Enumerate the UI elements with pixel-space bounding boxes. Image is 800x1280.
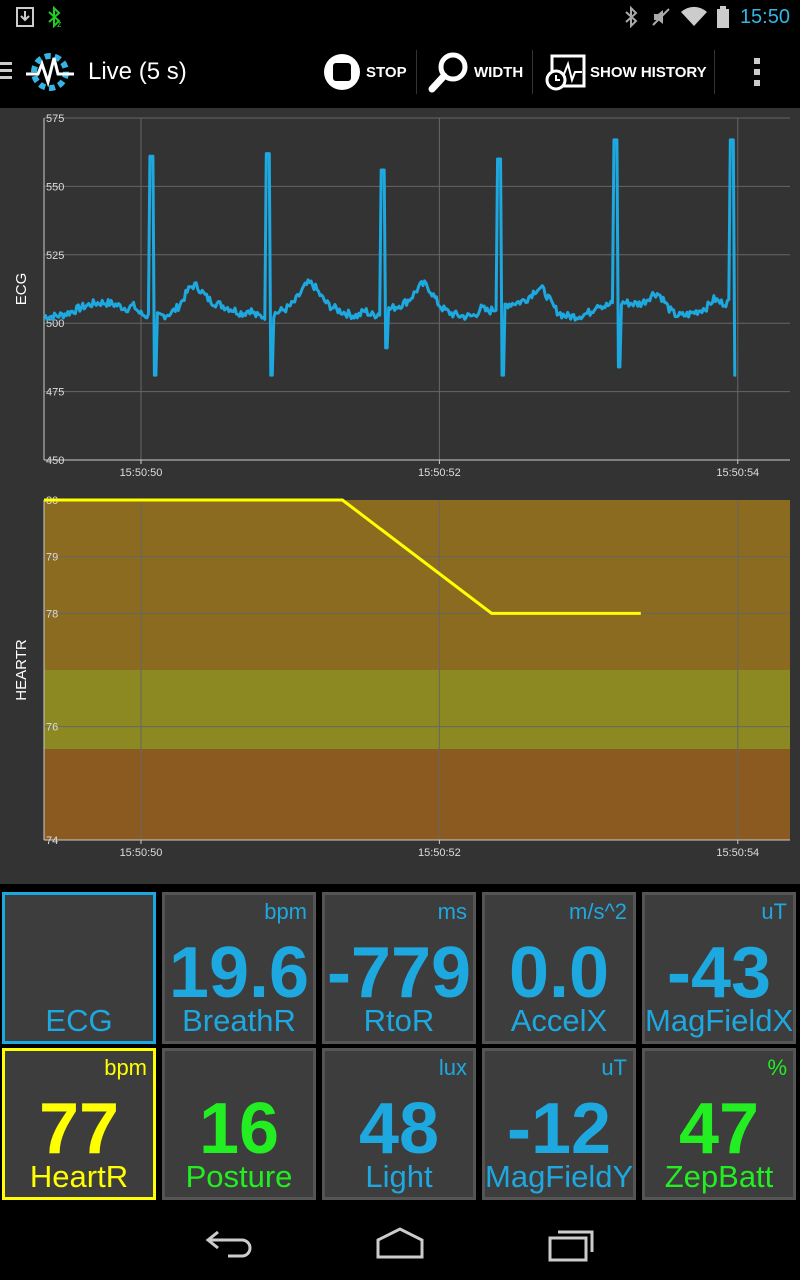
y-tick-label: 76 [46, 722, 58, 734]
heartr-trace [44, 498, 641, 615]
tile-label: MagFieldX [645, 1003, 793, 1038]
tile-label: AccelX [510, 1003, 608, 1038]
home-icon[interactable] [374, 1226, 426, 1260]
y-axis-title: ECG [13, 273, 30, 306]
history-icon [545, 54, 586, 91]
range-band [44, 749, 790, 840]
battery-icon [717, 6, 729, 28]
tile-zepbatt[interactable]: % 47 ZepBatt [642, 1048, 796, 1200]
y-tick-label: 500 [46, 318, 64, 330]
x-tick-label: 15:50:52 [418, 467, 461, 479]
tile-label: MagFieldY [485, 1159, 633, 1194]
overflow-menu-icon[interactable] [750, 56, 764, 88]
width-button[interactable]: WIDTH [428, 46, 523, 98]
tile-label: Posture [185, 1159, 293, 1194]
ecg-trace [43, 138, 737, 377]
page-title: Live (5 s) [88, 58, 187, 85]
y-axis-title: HEARTR [13, 639, 30, 701]
divider [532, 50, 533, 94]
y-tick-label: 575 [46, 113, 64, 125]
x-tick-label: 15:50:54 [716, 467, 759, 479]
y-tick-label: 475 [46, 387, 64, 399]
svg-text:z: z [57, 19, 62, 28]
tile-unit: lux [438, 1055, 467, 1080]
tile-label: ECG [45, 1003, 113, 1038]
tile-value: 48 [358, 1089, 440, 1169]
mute-icon [652, 8, 670, 26]
back-icon[interactable] [204, 1228, 254, 1258]
tile-magfieldy[interactable]: uT -12 MagFieldY [482, 1048, 636, 1200]
y-tick-label: 74 [46, 835, 58, 847]
stop-label: STOP [366, 63, 407, 81]
ecg-chart: 575 550 525 500 475 450 15:50:50 15:50:52 15:50:… [13, 113, 790, 479]
tile-value: 19.6 [168, 933, 310, 1013]
tile-light[interactable]: lux 48 Light [322, 1048, 476, 1200]
tile-label: ZepBatt [664, 1159, 774, 1194]
tile-unit: m/s^2 [569, 899, 627, 924]
y-tick-label: 79 [46, 552, 58, 564]
tile-rtor[interactable]: ms -779 RtoR [322, 892, 476, 1044]
show-history-label: SHOW HISTORY [590, 63, 707, 81]
stop-button[interactable]: STOP [322, 46, 407, 98]
tile-unit: uT [761, 899, 787, 924]
tile-value: -779 [326, 933, 472, 1013]
tile-posture[interactable]: 16 Posture [162, 1048, 316, 1200]
clock: 15:50 [739, 6, 790, 28]
charts-svg: 575 550 525 500 475 450 15:50:50 15:50:52 15:50:… [13, 113, 790, 859]
bluetooth-icon [625, 6, 638, 28]
tile-value: -12 [506, 1089, 612, 1169]
charts-panel: 575 550 525 500 475 450 15:50:50 15:50:52 15:50:… [0, 108, 800, 884]
tile-heartr[interactable]: bpm 77 HeartR [2, 1048, 156, 1200]
tile-value: -43 [666, 933, 772, 1013]
tile-value: 16 [198, 1089, 280, 1169]
x-tick-label: 15:50:50 [120, 467, 163, 479]
tile-label: RtoR [363, 1003, 435, 1038]
y-tick-label: 450 [46, 455, 64, 467]
tile-unit: bpm [104, 1055, 147, 1080]
x-tick-label: 15:50:52 [418, 847, 461, 859]
wifi-icon [681, 6, 707, 26]
recents-icon[interactable] [546, 1226, 598, 1262]
divider [714, 50, 715, 94]
navigation-bar [0, 1208, 800, 1280]
tile-ecg[interactable]: ECG [2, 892, 156, 1044]
sensor-tiles: ECG bpm 19.6 BreathR ms -779 RtoR m/s^2 0.0 Accel… [0, 884, 800, 1208]
y-tick-label: 550 [46, 181, 64, 193]
tile-unit: uT [601, 1055, 627, 1080]
range-band [44, 500, 790, 670]
tile-unit: % [767, 1055, 787, 1080]
tile-value: 47 [678, 1089, 760, 1169]
bluetooth-zephyr-icon: z [48, 6, 62, 28]
divider [416, 50, 417, 94]
show-history-button[interactable]: SHOW HISTORY [544, 46, 707, 98]
tile-unit: bpm [264, 899, 307, 924]
tile-unit: ms [437, 899, 467, 924]
y-tick-label: 525 [46, 250, 64, 262]
menu-indicator-icon[interactable] [0, 60, 14, 82]
tile-label: Light [365, 1159, 433, 1194]
width-label: WIDTH [474, 63, 524, 81]
tile-breathr[interactable]: bpm 19.6 BreathR [162, 892, 316, 1044]
magnifier-icon [428, 52, 468, 93]
range-band [44, 670, 790, 750]
tile-value: 77 [38, 1089, 120, 1169]
stop-icon [324, 54, 360, 90]
app-logo-icon[interactable] [24, 48, 76, 96]
tile-label: HeartR [29, 1159, 129, 1194]
tile-label: BreathR [182, 1003, 296, 1038]
x-tick-label: 15:50:50 [120, 847, 163, 859]
tile-magfieldx[interactable]: uT -43 MagFieldX [642, 892, 796, 1044]
tile-value: 0.0 [508, 933, 610, 1013]
x-tick-label: 15:50:54 [716, 847, 759, 859]
y-tick-label: 78 [46, 608, 58, 620]
status-bar: z 15:50 [0, 0, 800, 36]
action-bar: Live (5 s) STOP WIDTH SHOW HISTORY [0, 36, 800, 108]
download-icon [16, 7, 34, 27]
tile-accelx[interactable]: m/s^2 0.0 AccelX [482, 892, 636, 1044]
